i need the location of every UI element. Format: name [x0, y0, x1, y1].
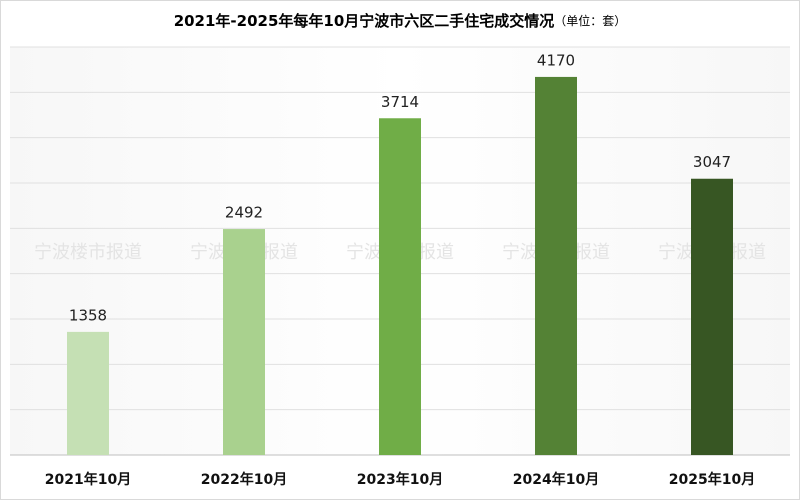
value-label: 2492	[225, 204, 263, 222]
value-label: 3047	[693, 153, 731, 171]
chart-title: 2021年-2025年每年10月宁波市六区二手住宅成交情况（单位：套）	[174, 12, 627, 30]
bar	[67, 331, 109, 455]
x-tick-label: 2023年10月	[357, 471, 443, 488]
bar	[535, 76, 577, 456]
watermark: 宁波楼市报道	[34, 242, 142, 263]
value-label: 4170	[537, 51, 575, 69]
value-label: 1358	[69, 306, 107, 324]
bar	[691, 178, 733, 456]
value-label: 3714	[381, 93, 419, 111]
x-tick-label: 2025年10月	[669, 471, 755, 488]
unit: （单位：套）	[554, 13, 626, 28]
x-tick-label: 2021年10月	[45, 471, 131, 488]
bar	[223, 229, 265, 455]
title: 2021年-2025年每年10月宁波市六区二手住宅成交情况	[174, 12, 555, 30]
x-tick-label: 2024年10月	[513, 471, 599, 488]
x-tick-label: 2022年10月	[201, 471, 287, 488]
bar	[379, 118, 421, 455]
